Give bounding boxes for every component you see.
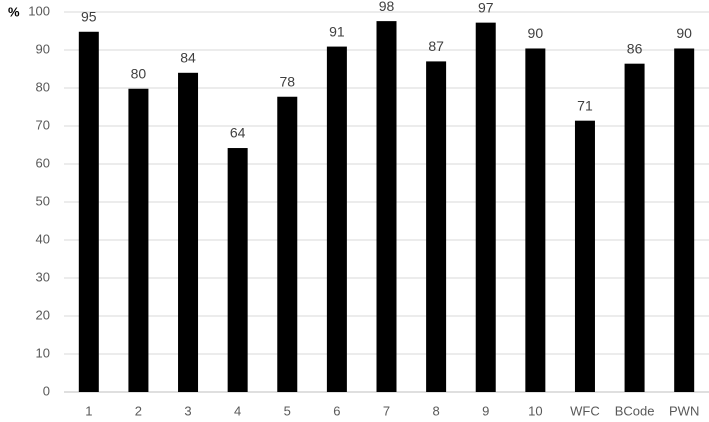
x-tick-label: 8 [432, 403, 439, 418]
data-label: 78 [279, 73, 295, 89]
y-tick-label: 20 [36, 307, 50, 322]
x-tick-label: WFC [570, 403, 600, 418]
data-label: 90 [676, 25, 692, 41]
bar [277, 96, 298, 393]
x-tick-label: 4 [234, 403, 241, 418]
bar [128, 88, 149, 392]
x-tick-label: 10 [528, 403, 542, 418]
data-label: 95 [81, 8, 97, 24]
x-tick-label: 9 [482, 403, 489, 418]
x-tick-label: 7 [383, 403, 390, 418]
data-label: 84 [180, 50, 196, 66]
y-tick-label: 80 [36, 79, 50, 94]
y-tick-label: 90 [36, 41, 50, 56]
x-tick-label: BCode [615, 403, 655, 418]
bar [78, 31, 99, 392]
data-label: 80 [131, 65, 147, 81]
bar [426, 61, 447, 393]
y-tick-label: 100 [28, 3, 50, 18]
data-label: 64 [230, 125, 246, 141]
bar [674, 48, 695, 392]
x-tick-label: 6 [333, 403, 340, 418]
x-tick-label: 2 [135, 403, 142, 418]
y-tick-label: 0 [43, 383, 50, 398]
data-label: 86 [627, 40, 643, 56]
y-tick-label: 10 [36, 345, 50, 360]
y-tick-label: 60 [36, 155, 50, 170]
bar [574, 120, 595, 393]
y-tick-label: 50 [36, 193, 50, 208]
y-tick-label: 70 [36, 117, 50, 132]
data-label: 91 [329, 23, 345, 39]
data-label: 97 [478, 0, 494, 15]
bar [326, 46, 347, 393]
y-tick-label: 30 [36, 269, 50, 284]
data-label: 87 [428, 38, 444, 54]
x-tick-label: 5 [284, 403, 291, 418]
data-label: 90 [528, 25, 544, 41]
data-label: 71 [577, 97, 593, 113]
bar [376, 21, 397, 393]
y-axis-label: % [8, 4, 20, 19]
x-tick-label: PWN [669, 403, 699, 418]
bar [475, 22, 496, 392]
x-tick-label: 1 [85, 403, 92, 418]
data-label: 98 [379, 0, 395, 14]
bar [178, 72, 199, 393]
bar [525, 48, 546, 392]
x-tick-label: 3 [184, 403, 191, 418]
bar [624, 63, 645, 393]
y-tick-label: 40 [36, 231, 50, 246]
bar [227, 148, 248, 392]
